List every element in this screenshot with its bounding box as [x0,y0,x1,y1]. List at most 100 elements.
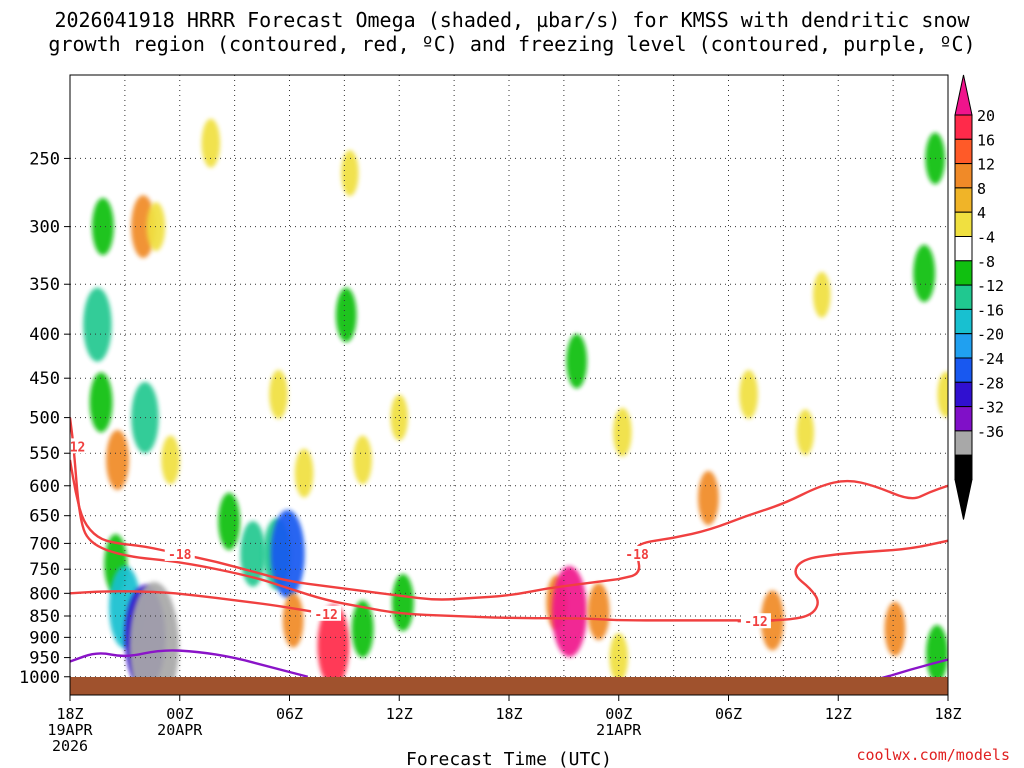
colorbar-label: -4 [977,229,995,247]
colorbar-label: -36 [977,423,1004,441]
omega-cell [317,604,350,687]
colorbar-label: -20 [977,326,1004,344]
x-tick-label: 00Z [605,705,632,723]
omega-cell [566,334,588,389]
colorbar-legend: 20 16 12 8 4 -4 -8 -12 -16 -20 -24 -28 -32 -36 [954,74,1004,520]
y-tick-label: 1000 [19,668,60,688]
omega-cell [926,625,948,683]
x-axis-title: Forecast Time (UTC) [406,749,612,768]
colorbar-segment [954,138,973,165]
terrain-band [70,677,948,695]
omega-cell [341,150,359,197]
omega-shading-layer [83,118,948,695]
x-tick-label: 19APR [47,721,93,739]
colorbar-segment [954,454,973,481]
contour-line [70,459,619,601]
contour-label-bg [740,613,771,629]
colorbar-label: -24 [977,350,1004,368]
omega-cell [294,448,314,498]
omega-cell [270,509,305,598]
contour-label-bg [70,438,89,454]
contour-label-bg [164,545,195,561]
omega-cell [91,198,114,256]
x-tick-label: 12Z [825,705,852,723]
omega-cell [609,633,629,682]
omega-cell [282,593,304,648]
omega-cell [913,244,936,302]
x-tick-label: 06Z [276,705,303,723]
y-tick-label: 850 [29,607,60,627]
contour-label: -12 [62,440,85,455]
contour-line [70,649,309,678]
y-tick-label: 500 [29,409,60,429]
y-tick-label: 950 [29,649,60,669]
y-axis: 2503003504004505005506006507007508008509… [19,149,70,688]
colorbar-label: -12 [977,277,1004,295]
contour-label: -12 [744,615,767,630]
omega-cell [201,118,221,168]
omega-cell [335,287,357,343]
contour-label-bg [622,545,653,561]
chart-title-line-1: 2026041918 HRRR Forecast Omega (shaded, … [54,8,970,32]
omega-cell [161,435,180,485]
chart-title: 2026041918 HRRR Forecast Omega (shaded, … [0,8,1024,56]
omega-cell [269,370,288,419]
colorbar-label: 12 [977,156,995,174]
colorbar-label: -8 [977,253,995,271]
colorbar-segment [954,357,973,383]
chart-title-line-2: growth region (contoured, red, ºC) and f… [48,32,976,56]
omega-cell [83,287,112,362]
colorbar-segment [954,163,973,189]
omega-cell [551,566,587,657]
x-tick-label: 20APR [157,721,203,739]
omega-cell [218,492,241,550]
x-tick-label: 06Z [715,705,742,723]
omega-cell [613,407,632,457]
omega-cell [937,371,948,418]
colorbar-segment [954,114,973,140]
grid-layer [70,75,948,695]
y-tick-label: 750 [29,560,60,580]
colorbar-segment [954,333,973,359]
x-tick-label: 00Z [166,705,193,723]
contour-label: -18 [168,548,192,563]
omega-cell [351,600,374,658]
x-tick-label: 18Z [495,705,522,723]
omega-cell [587,582,610,641]
omega-cell [884,601,906,657]
colorbar-label: -16 [977,301,1004,319]
colorbar-segment [954,211,973,237]
y-tick-label: 300 [29,218,60,238]
omega-cell [739,370,758,419]
colorbar-label: 4 [977,204,986,222]
colorbar-segment [954,260,973,286]
credit-text: coolwx.com/models [856,746,1010,764]
colorbar-arrow-top [954,74,973,116]
omega-cell [813,271,831,318]
contour-label-bg [311,605,342,621]
colorbar-segment [954,430,973,456]
colorbar-label: -28 [977,374,1004,392]
omega-cell [796,409,815,456]
contour-line [70,417,948,622]
x-tick-label: 21APR [596,721,642,739]
y-tick-label: 350 [29,275,60,295]
contour-label: -18 [625,548,649,563]
contour-line [70,590,327,615]
omega-cell [353,435,372,485]
omega-cell [89,372,113,433]
y-tick-label: 250 [29,149,60,169]
y-tick-label: 600 [29,477,60,497]
colorbar-segment [954,236,973,262]
contour-line [618,479,948,581]
x-tick-label: 2026 [52,737,88,755]
omega-cell [106,429,130,490]
x-tick-label: 12Z [386,705,413,723]
colorbar-segment [954,284,973,310]
y-tick-label: 800 [29,584,60,604]
colorbar-segment [954,187,973,213]
y-tick-label: 450 [29,369,60,389]
omega-cell [390,394,408,441]
x-tick-label: 18Z [56,705,83,723]
